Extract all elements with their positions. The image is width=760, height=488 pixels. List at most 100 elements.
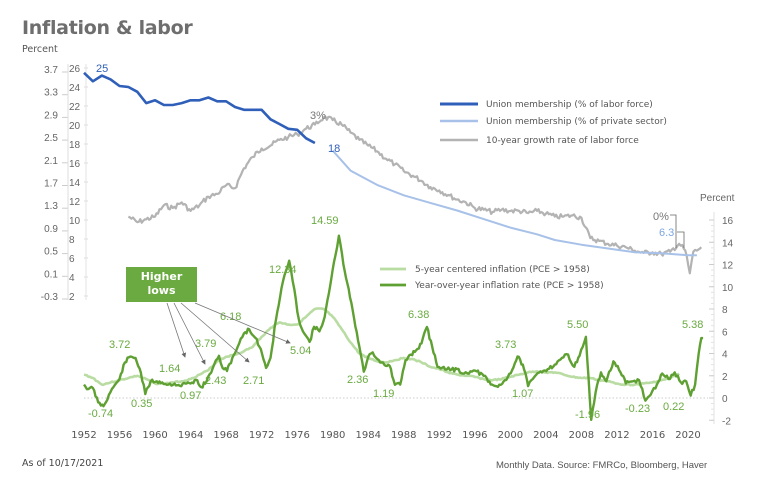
right-axis-tick-label: -2 [722,416,731,427]
x-axis-tick-label: 1984 [356,430,381,441]
x-axis-tick-label: 1968 [213,430,238,441]
x-axis-tick-label: 1996 [462,430,487,441]
inflation-annotation: -0.74 [88,408,113,420]
left-outer-tick-label: 1.3 [44,201,58,212]
left-inner-tick-label: 22 [69,102,81,113]
annotation-group: 25 18 3% 6.3 0% -0.74 3.72 0.35 1.64 0.97 3.79 2.43… [88,63,703,421]
left-inner-tick-label: 6 [69,254,75,265]
higher-lows-callout: Higher lows [126,267,197,302]
annotation-leader-line [677,231,685,248]
series-group [83,71,704,421]
x-axis-tick-label: 1972 [249,430,274,441]
callout-line-1: Higher [140,270,183,283]
right-axis-tick-label: 10 [722,283,734,294]
inflation-annotation: 0.97 [180,390,201,402]
left-inner-tick-label: 10 [69,216,81,227]
inflation-annotation: -0.23 [625,403,650,415]
labor-annotation: 0% [653,211,669,223]
inflation-annotation: -1.96 [575,409,600,421]
left-inner-tick-label: 4 [69,273,75,284]
x-axis-tick-label: 1956 [107,430,132,441]
left-outer-tick-label: 2.9 [44,110,58,121]
x-axis-tick-label: 1976 [284,430,309,441]
labor-annotation: 6.3 [659,227,674,239]
inflation-annotation: 2.71 [243,375,264,387]
left-axis-unit-label: Percent [22,44,58,55]
left-inner-tick-label: 12 [69,197,81,208]
x-axis-tick-label: 1980 [320,430,345,441]
x-axis-tick-label: 1964 [178,430,203,441]
legend-label: 10-year growth rate of labor force [486,136,639,146]
series-line-yoy-inflation [83,234,704,421]
inflation-annotation: 3.72 [109,339,130,351]
inflation-annotation: 0.22 [663,401,684,413]
source-note: Monthly Data. Source: FMRCo, Bloomberg, … [496,460,708,471]
x-axis-tick-label: 1992 [427,430,452,441]
right-axis-tick-label: 6 [722,327,728,338]
left-inner-tick-label: 16 [69,159,81,170]
inflation-annotation: 5.04 [290,345,311,357]
callout-arrow [173,302,206,365]
right-axis-tick-label: 8 [722,305,728,316]
x-axis-tick-label: 2012 [604,430,629,441]
legend-label: Year-over-year inflation rate (PCE > 195… [414,281,604,291]
right-axis-tick-label: 2 [722,372,728,383]
x-axis-tick-label: 2016 [640,430,665,441]
series-line-labor-force-growth [127,115,703,275]
series-line-union-private [331,149,697,257]
inflation-annotation: 1.64 [159,363,180,375]
inflation-annotation: 2.43 [205,375,226,387]
callout-arrow [194,302,291,344]
inflation-annotation: 2.36 [347,374,368,386]
labor-annotation: 18 [328,143,340,155]
left-outer-tick-label: 2.5 [44,133,58,144]
labor-annotation: 3% [310,110,326,122]
as-of-date: As of 10/17/2021 [22,458,104,469]
left-inner-tick-label: 14 [69,178,81,189]
inflation-annotation: 5.38 [682,319,703,331]
x-axis-tick-label: 2000 [498,430,523,441]
right-axis-tick-label: 12 [722,261,734,272]
inflation-annotation: 14.59 [311,215,339,227]
inflation-annotation: 3.79 [195,338,216,350]
axes-group: 3.73.32.92.52.11.71.30.90.50.1-0.3262422… [41,64,735,441]
callout-arrow [166,302,187,358]
left-inner-tick-label: 18 [69,140,81,151]
left-outer-tick-label: 0.5 [44,247,58,258]
left-inner-tick-label: 26 [69,64,81,75]
right-axis-tick-label: 16 [722,216,734,227]
inflation-annotation: 0.35 [131,398,152,410]
left-outer-tick-label: 1.7 [44,179,58,190]
chart-title: Inflation & labor [22,17,193,39]
x-axis-tick-label: 1952 [71,430,96,441]
inflation-annotation: 3.73 [495,339,516,351]
right-axis-tick-label: 4 [722,350,728,361]
left-outer-tick-label: 2.1 [44,156,58,167]
inflation-annotation: 6.38 [408,309,429,321]
right-axis-unit-label: Percent [700,193,735,204]
left-inner-tick-label: 20 [69,121,81,132]
left-inner-tick-label: 2 [69,292,75,303]
x-axis-tick-label: 2020 [675,430,700,441]
left-outer-tick-label: -0.3 [41,292,59,303]
right-axis-tick-label: 14 [722,238,734,249]
left-outer-tick-label: 3.7 [44,65,58,76]
left-outer-tick-label: 0.1 [44,269,58,280]
labor-annotation: 25 [96,63,108,75]
legend-group: Union membership (% of labor force) Union… [380,100,667,291]
left-outer-tick-label: 0.9 [44,224,58,235]
inflation-annotation: 5.50 [567,319,588,331]
x-axis-tick-label: 2004 [533,430,558,441]
legend-label: Union membership (% of labor force) [486,100,653,110]
inflation-annotation: 1.19 [373,388,394,400]
annotation-leader-line [670,214,677,248]
left-inner-tick-label: 24 [69,83,81,94]
inflation-annotation: 1.07 [512,388,533,400]
x-axis-tick-label: 2008 [569,430,594,441]
inflation-annotation: 12.34 [269,264,297,276]
right-axis-tick-label: 0 [722,394,728,405]
callout-line-2: lows [147,284,176,297]
callout-arrow [180,302,250,363]
legend-label: Union membership (% of private sector) [486,117,667,127]
